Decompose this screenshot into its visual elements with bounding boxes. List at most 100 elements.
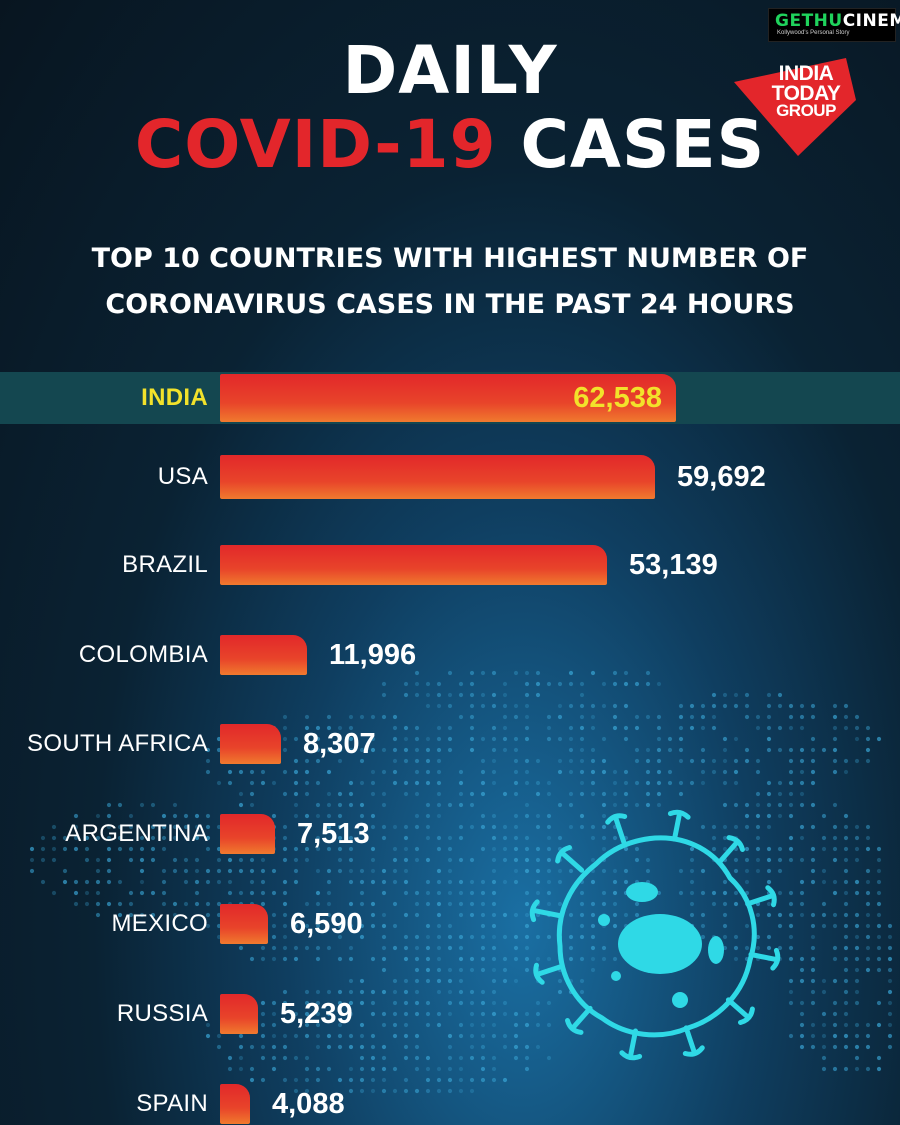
map-dot: [425, 747, 431, 753]
map-dot: [282, 725, 288, 731]
map-dot: [227, 780, 233, 786]
map-dot: [876, 846, 882, 852]
category-label: INDIA: [141, 384, 208, 411]
map-dot: [832, 956, 838, 962]
map-dot: [568, 736, 574, 742]
map-dot: [381, 1022, 387, 1028]
map-dot: [821, 1033, 827, 1039]
data-label: 4,088: [272, 1088, 345, 1120]
map-dot: [689, 725, 695, 731]
map-dot: [436, 978, 442, 984]
map-dot: [480, 670, 486, 676]
map-dot: [733, 736, 739, 742]
map-dot: [876, 912, 882, 918]
data-label: 7,513: [297, 818, 370, 850]
map-dot: [832, 857, 838, 863]
map-dot: [469, 1033, 475, 1039]
map-dot: [436, 846, 442, 852]
map-dot: [854, 1066, 860, 1072]
map-dot: [502, 1033, 508, 1039]
map-dot: [645, 747, 651, 753]
category-label: BRAZIL: [122, 551, 208, 578]
map-dot: [700, 725, 706, 731]
map-dot: [480, 956, 486, 962]
map-dot: [810, 967, 816, 973]
map-dot: [381, 967, 387, 973]
map-dot: [447, 670, 453, 676]
map-dot: [348, 901, 354, 907]
map-dot: [579, 791, 585, 797]
map-dot: [271, 1000, 277, 1006]
map-dot: [524, 670, 530, 676]
map-dot: [469, 934, 475, 940]
map-dot: [238, 1044, 244, 1050]
map-dot: [370, 769, 376, 775]
map-dot: [370, 1066, 376, 1072]
map-dot: [447, 1044, 453, 1050]
india-today-logo-shape: [734, 58, 856, 156]
map-dot: [403, 945, 409, 951]
map-dot: [370, 824, 376, 830]
map-dot: [326, 802, 332, 808]
map-dot: [832, 758, 838, 764]
map-dot: [513, 1033, 519, 1039]
map-dot: [854, 967, 860, 973]
map-dot: [843, 989, 849, 995]
map-dot: [282, 736, 288, 742]
map-dot: [755, 758, 761, 764]
map-dot: [282, 890, 288, 896]
map-dot: [821, 846, 827, 852]
map-dot: [139, 802, 145, 808]
map-dot: [854, 1000, 860, 1006]
map-dot: [821, 978, 827, 984]
map-dot: [436, 747, 442, 753]
map-dot: [491, 1055, 497, 1061]
data-label: 53,139: [629, 549, 718, 581]
map-dot: [458, 1000, 464, 1006]
map-dot: [887, 945, 893, 951]
map-dot: [502, 978, 508, 984]
map-dot: [513, 868, 519, 874]
map-dot: [337, 1033, 343, 1039]
map-dot: [293, 791, 299, 797]
map-dot: [403, 736, 409, 742]
map-dot: [579, 747, 585, 753]
map-dot: [854, 714, 860, 720]
map-dot: [271, 813, 277, 819]
map-dot: [271, 1022, 277, 1028]
map-dot: [876, 1055, 882, 1061]
map-dot: [491, 769, 497, 775]
map-dot: [480, 692, 486, 698]
map-dot: [348, 868, 354, 874]
map-dot: [799, 703, 805, 709]
map-dot: [414, 912, 420, 918]
map-dot: [370, 846, 376, 852]
map-dot: [623, 725, 629, 731]
map-dot: [95, 857, 101, 863]
map-dot: [304, 901, 310, 907]
map-dot: [491, 813, 497, 819]
map-dot: [788, 791, 794, 797]
map-dot: [535, 791, 541, 797]
map-dot: [766, 791, 772, 797]
map-dot: [513, 769, 519, 775]
map-dot: [876, 857, 882, 863]
map-dot: [370, 923, 376, 929]
map-dot: [678, 791, 684, 797]
map-dot: [403, 989, 409, 995]
map-dot: [425, 824, 431, 830]
map-dot: [788, 758, 794, 764]
map-dot: [491, 879, 497, 885]
map-dot: [381, 890, 387, 896]
map-dot: [271, 956, 277, 962]
map-dot: [865, 758, 871, 764]
map-dot: [810, 956, 816, 962]
map-dot: [843, 846, 849, 852]
map-dot: [304, 1055, 310, 1061]
map-dot: [315, 802, 321, 808]
map-dot: [381, 879, 387, 885]
map-dot: [29, 857, 35, 863]
map-dot: [513, 813, 519, 819]
map-dot: [381, 1088, 387, 1094]
map-dot: [799, 714, 805, 720]
